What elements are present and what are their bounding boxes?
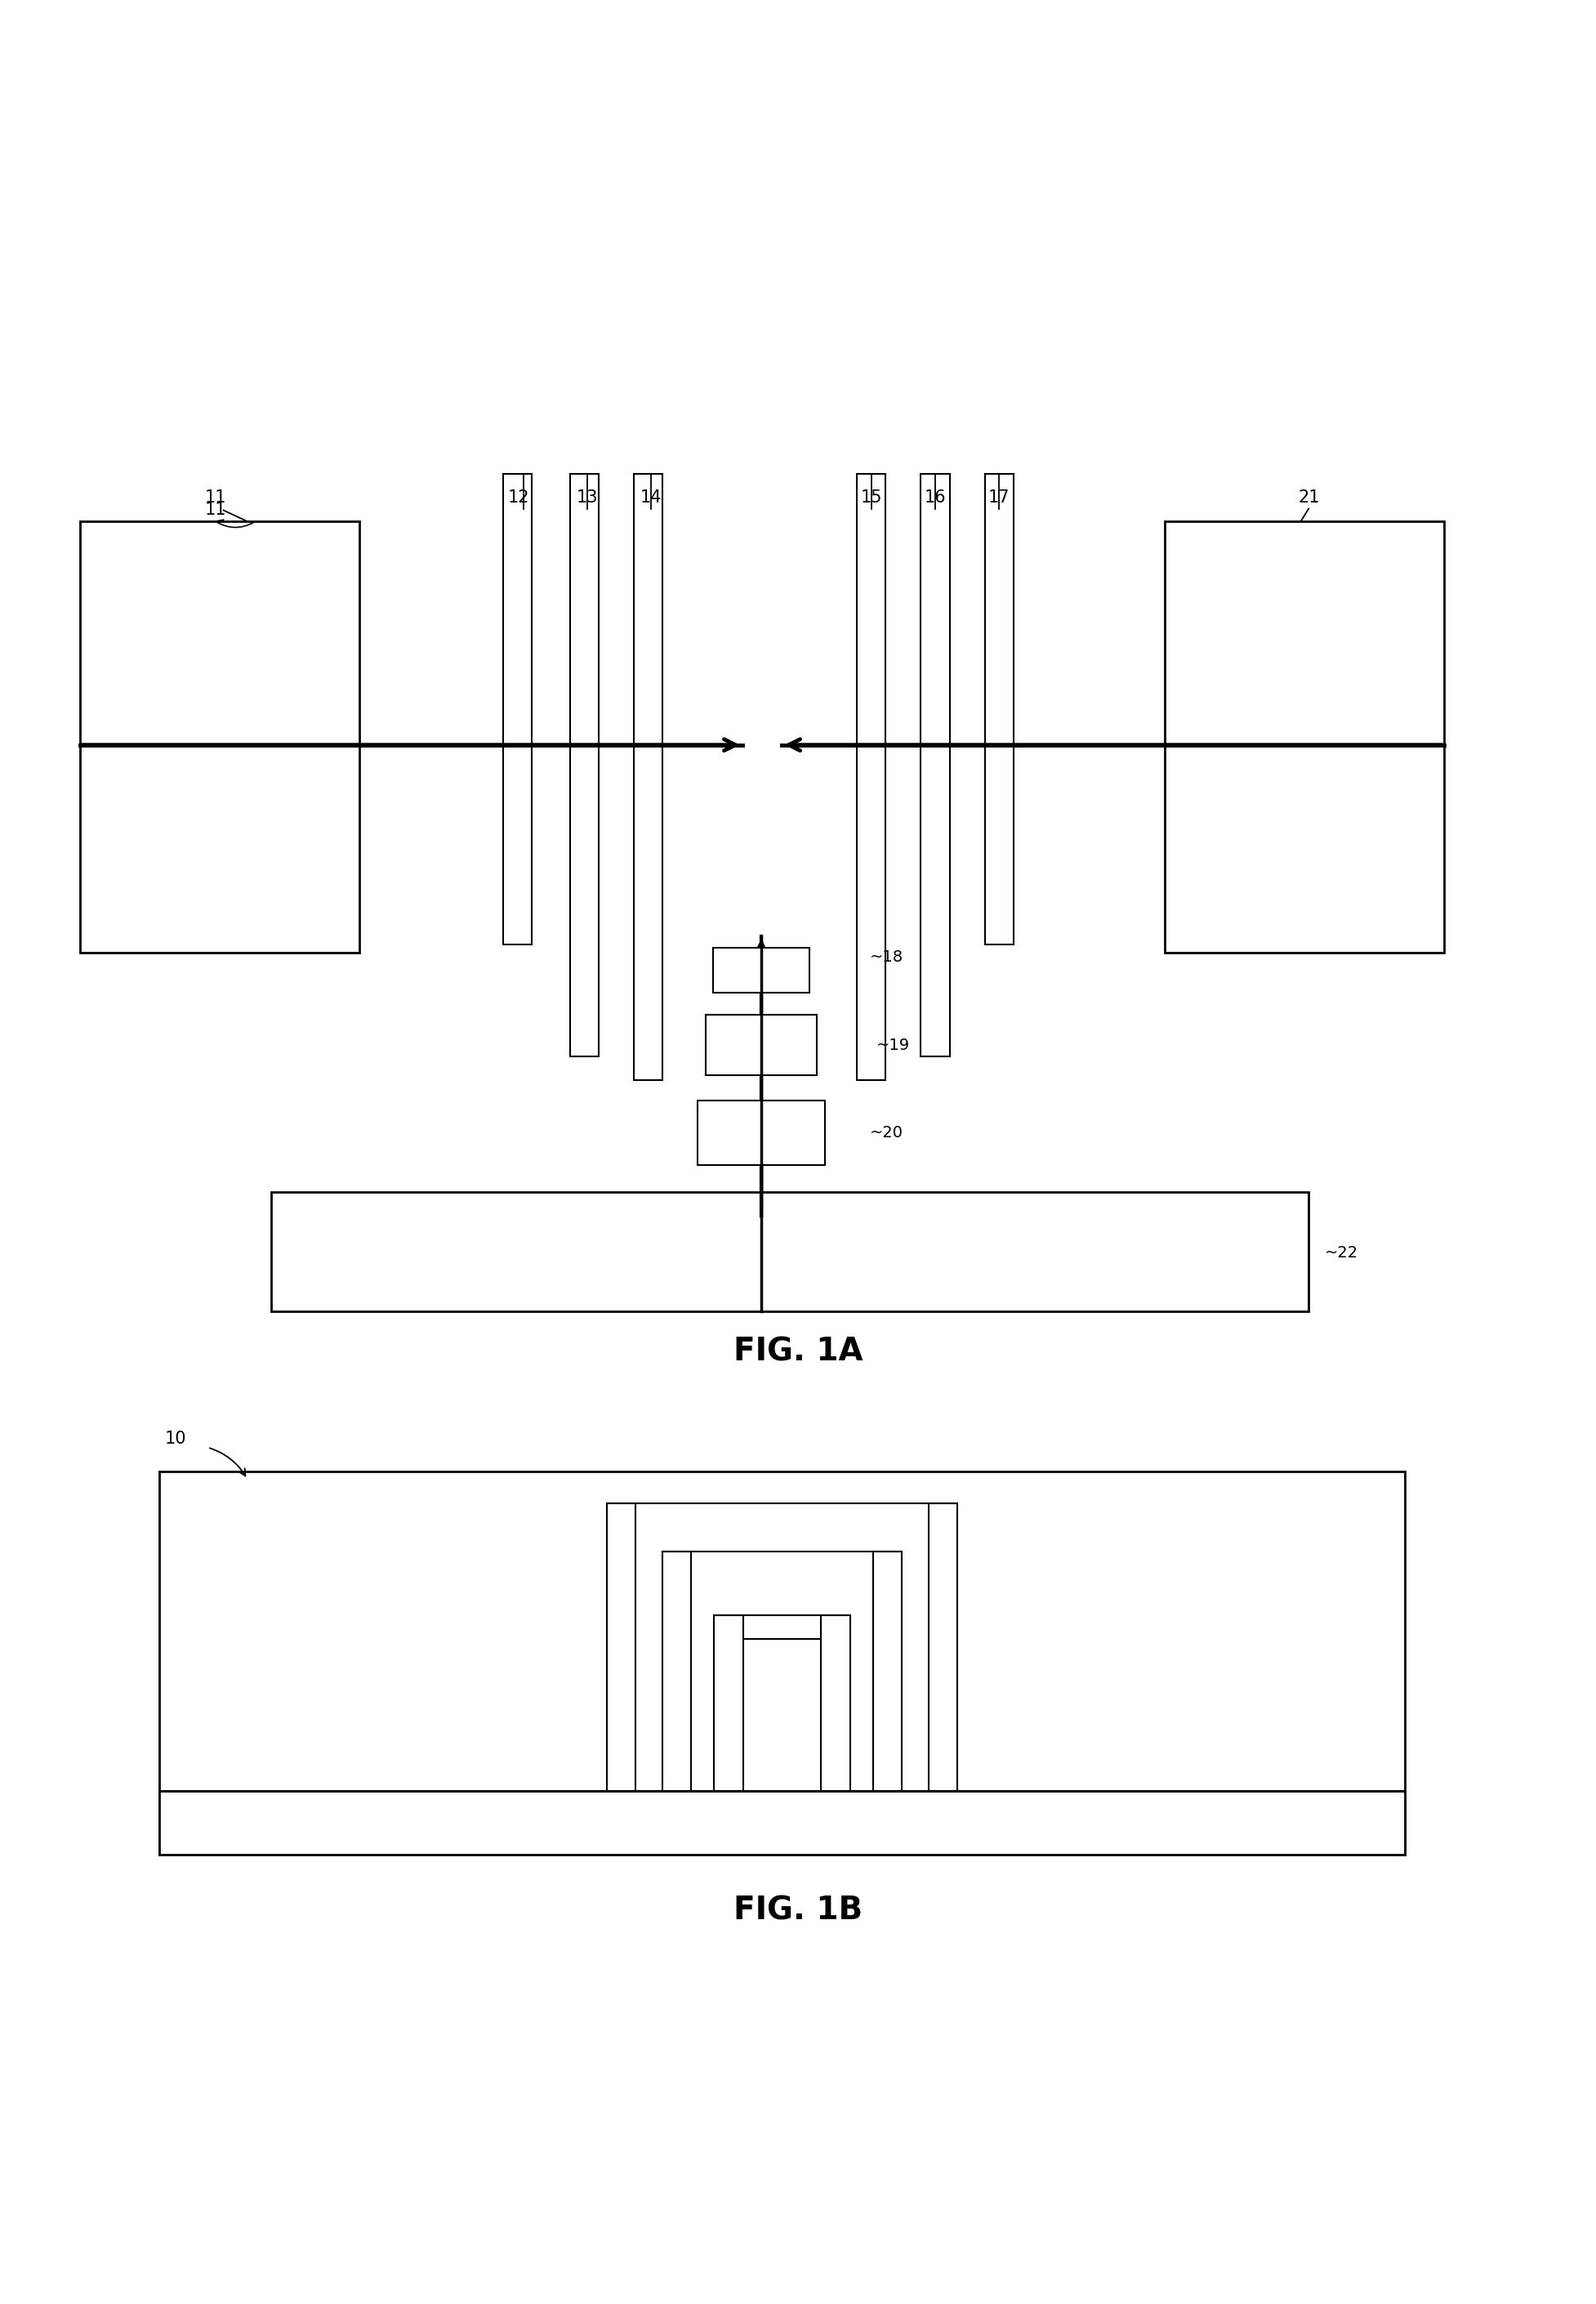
Text: 21: 21 bbox=[1298, 488, 1320, 505]
Bar bbox=[929, 1502, 958, 1790]
Text: ~18: ~18 bbox=[870, 949, 903, 965]
Text: FIG. 1B: FIG. 1B bbox=[734, 1894, 862, 1926]
Bar bbox=[713, 947, 809, 993]
Bar bbox=[744, 1615, 820, 1638]
Bar bbox=[160, 1790, 1404, 1855]
Bar bbox=[820, 1615, 849, 1790]
Text: FIG. 1A: FIG. 1A bbox=[733, 1336, 863, 1366]
Text: 17: 17 bbox=[988, 488, 1010, 505]
Text: 11: 11 bbox=[204, 488, 227, 505]
Text: 11: 11 bbox=[204, 502, 227, 518]
Bar bbox=[705, 1014, 817, 1076]
Text: 15: 15 bbox=[860, 488, 883, 505]
Bar bbox=[570, 475, 598, 1055]
Bar bbox=[715, 1615, 744, 1790]
Bar bbox=[662, 1551, 691, 1790]
Bar bbox=[921, 475, 950, 1055]
Bar bbox=[160, 1472, 1404, 1855]
Bar bbox=[1165, 521, 1444, 952]
Text: ~19: ~19 bbox=[876, 1037, 910, 1053]
Text: ~20: ~20 bbox=[870, 1124, 903, 1140]
Bar bbox=[985, 475, 1013, 945]
Bar bbox=[606, 1502, 635, 1790]
Bar bbox=[873, 1551, 902, 1790]
Text: ~22: ~22 bbox=[1325, 1244, 1358, 1260]
Bar bbox=[80, 521, 359, 952]
Text: 13: 13 bbox=[576, 488, 598, 505]
Text: 14: 14 bbox=[640, 488, 662, 505]
Bar bbox=[503, 475, 531, 945]
Bar bbox=[634, 475, 662, 1081]
Bar bbox=[857, 475, 886, 1081]
Text: 10: 10 bbox=[164, 1431, 187, 1447]
Text: 12: 12 bbox=[508, 488, 530, 505]
Text: 16: 16 bbox=[924, 488, 946, 505]
Bar bbox=[271, 1191, 1309, 1311]
Bar bbox=[697, 1101, 825, 1166]
